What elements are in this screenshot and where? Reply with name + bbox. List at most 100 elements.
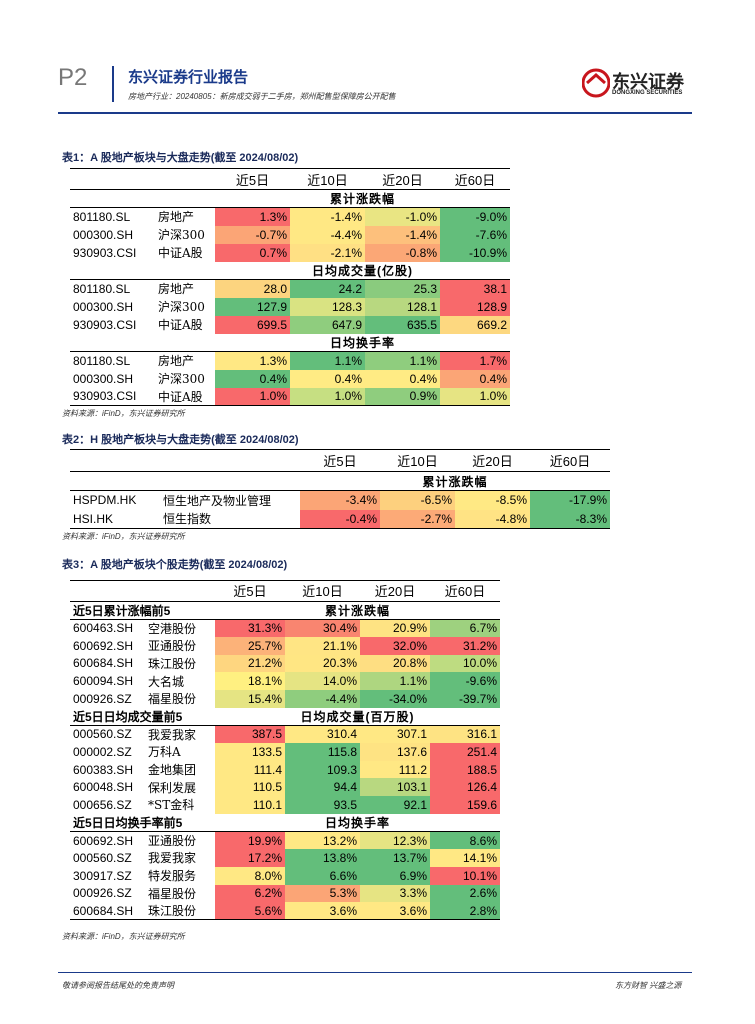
value-cell: 128.3 bbox=[290, 297, 365, 316]
value-cell: -8.5% bbox=[455, 490, 530, 510]
value-cell: 94.4 bbox=[285, 778, 360, 797]
data-row: HSPDM.HK 恒生地产及物业管理 -3.4% -6.5% -8.5% -17.9% bbox=[70, 490, 610, 510]
section-title: 累计涨跌幅 bbox=[215, 189, 510, 208]
value-cell: 3.6% bbox=[360, 902, 430, 920]
value-cell: -4.4% bbox=[285, 689, 360, 708]
data-row: 600094.SH 大名城 18.1% 14.0% 1.1% -9.6% bbox=[70, 672, 500, 690]
value-cell: 14.0% bbox=[285, 672, 360, 690]
value-cell: 18.1% bbox=[215, 672, 285, 690]
value-cell: 3.6% bbox=[285, 902, 360, 920]
code: 801180.SL bbox=[73, 209, 131, 224]
column-header: 近20日 bbox=[360, 580, 430, 602]
value-cell: 92.1 bbox=[360, 796, 430, 814]
section-title: 日均换手率 bbox=[215, 333, 510, 352]
value-cell: 1.3% bbox=[215, 207, 290, 226]
value-cell: -8.3% bbox=[530, 509, 610, 529]
header-row: 近5日 近10日 近20日 近60日 bbox=[70, 580, 500, 602]
section-title: 日均成交量(亿股) bbox=[215, 261, 510, 280]
value-cell: 6.9% bbox=[360, 866, 430, 885]
value-cell: 19.9% bbox=[215, 831, 285, 850]
value-cell: 2.6% bbox=[430, 884, 500, 903]
value-cell: 31.2% bbox=[430, 636, 500, 655]
section-title: 日均换手率 bbox=[215, 813, 500, 832]
name: 福星股份 bbox=[148, 886, 197, 901]
data-table: 近5日 近10日 近20日 近60日 近5日累计涨幅前5 累计涨跌幅 600463.SH 空港… bbox=[70, 580, 500, 920]
header-blank bbox=[70, 449, 300, 472]
value-cell: -2.7% bbox=[380, 509, 455, 529]
value-cell: -2.1% bbox=[290, 243, 365, 262]
data-row: 600383.SH 金地集团 111.4 109.3 111.2 188.5 bbox=[70, 760, 500, 779]
name: 中证A股 bbox=[158, 246, 203, 260]
name: 福星股份 bbox=[148, 692, 197, 707]
value-cell: 110.5 bbox=[215, 778, 285, 797]
value-cell: -10.9% bbox=[440, 243, 510, 262]
header-row: 近5日 近10日 近20日 近60日 bbox=[70, 168, 510, 190]
value-cell: 1.1% bbox=[365, 351, 440, 370]
header-blank bbox=[70, 168, 215, 190]
section-row: 近5日日均成交量前5 日均成交量(百万股) bbox=[70, 707, 500, 726]
code: 600684.SH bbox=[73, 903, 134, 918]
data-row: 000926.SZ 福星股份 15.4% -4.4% -34.0% -39.7% bbox=[70, 689, 500, 708]
data-row: 000300.SH 沪深300 0.4% 0.4% 0.4% 0.4% bbox=[70, 369, 510, 388]
name: 珠江股份 bbox=[148, 904, 197, 919]
value-cell: 159.6 bbox=[430, 796, 500, 814]
data-row: 000656.SZ *ST金科 110.1 93.5 92.1 159.6 bbox=[70, 796, 500, 814]
data-row: 600684.SH 珠江股份 5.6% 3.6% 3.6% 2.8% bbox=[70, 902, 500, 920]
column-header: 近60日 bbox=[430, 580, 500, 602]
column-header: 近5日 bbox=[215, 580, 285, 602]
name: 房地产 bbox=[158, 282, 195, 297]
code: 000300.SH bbox=[73, 371, 134, 386]
data-row: 801180.SL 房地产 1.3% -1.4% -1.0% -9.0% bbox=[70, 207, 510, 226]
page-number: P2 bbox=[58, 64, 88, 91]
name: 我爱我家 bbox=[148, 727, 197, 742]
section-row: 累计涨跌幅 bbox=[70, 471, 610, 491]
section-label: 近5日日均换手率前5 bbox=[70, 813, 215, 832]
value-cell: 8.0% bbox=[215, 866, 285, 885]
value-cell: 1.0% bbox=[440, 387, 510, 406]
value-cell: 6.7% bbox=[430, 619, 500, 637]
value-cell: 13.8% bbox=[285, 849, 360, 867]
code: 801180.SL bbox=[73, 281, 131, 296]
section-label: 近5日日均成交量前5 bbox=[70, 707, 215, 726]
value-cell: 3.3% bbox=[360, 884, 430, 903]
value-cell: -0.7% bbox=[215, 225, 290, 244]
source: 资料来源：iFinD，东兴证券研究所 bbox=[62, 409, 185, 418]
value-cell: -1.4% bbox=[290, 207, 365, 226]
name: 保利发展 bbox=[148, 780, 197, 795]
value-cell: 20.3% bbox=[285, 654, 360, 673]
data-row: 000300.SH 沪深300 -0.7% -4.4% -1.4% -7.6% bbox=[70, 225, 510, 244]
name: 特发服务 bbox=[148, 869, 197, 884]
section-label bbox=[70, 333, 215, 352]
value-cell: -9.0% bbox=[440, 207, 510, 226]
value-cell: 111.4 bbox=[215, 760, 285, 779]
section-label bbox=[70, 261, 215, 280]
value-cell: 109.3 bbox=[285, 760, 360, 779]
value-cell: 25.3 bbox=[365, 279, 440, 298]
code: 000560.SZ bbox=[73, 727, 132, 742]
name: 沪深300 bbox=[158, 372, 205, 386]
name: 房地产 bbox=[158, 210, 195, 225]
value-cell: 1.0% bbox=[290, 387, 365, 406]
data-row: 000300.SH 沪深300 127.9 128.3 128.1 128.9 bbox=[70, 297, 510, 316]
column-header: 近20日 bbox=[365, 168, 440, 190]
code: 600094.SH bbox=[73, 674, 134, 689]
section-label bbox=[70, 189, 215, 208]
value-cell: 28.0 bbox=[215, 279, 290, 298]
table-title: 表3：A 股地产板块个股走势(截至 2024/08/02) bbox=[62, 559, 288, 571]
value-cell: 15.4% bbox=[215, 689, 285, 708]
code: 000926.SZ bbox=[73, 691, 132, 706]
data-row: 930903.CSI 中证A股 0.7% -2.1% -0.8% -10.9% bbox=[70, 243, 510, 262]
column-header: 近10日 bbox=[380, 449, 455, 472]
data-row: 600048.SH 保利发展 110.5 94.4 103.1 126.4 bbox=[70, 778, 500, 797]
section-row: 日均换手率 bbox=[70, 333, 510, 352]
code: 600048.SH bbox=[73, 780, 134, 795]
value-cell: 1.1% bbox=[360, 672, 430, 690]
value-cell: -7.6% bbox=[440, 225, 510, 244]
value-cell: -4.4% bbox=[290, 225, 365, 244]
name: 万科A bbox=[148, 745, 181, 760]
value-cell: 128.1 bbox=[365, 297, 440, 316]
divider bbox=[112, 66, 114, 102]
source: 资料来源：iFinD，东兴证券研究所 bbox=[62, 932, 185, 941]
logo-text: 东兴证券 bbox=[612, 72, 684, 92]
